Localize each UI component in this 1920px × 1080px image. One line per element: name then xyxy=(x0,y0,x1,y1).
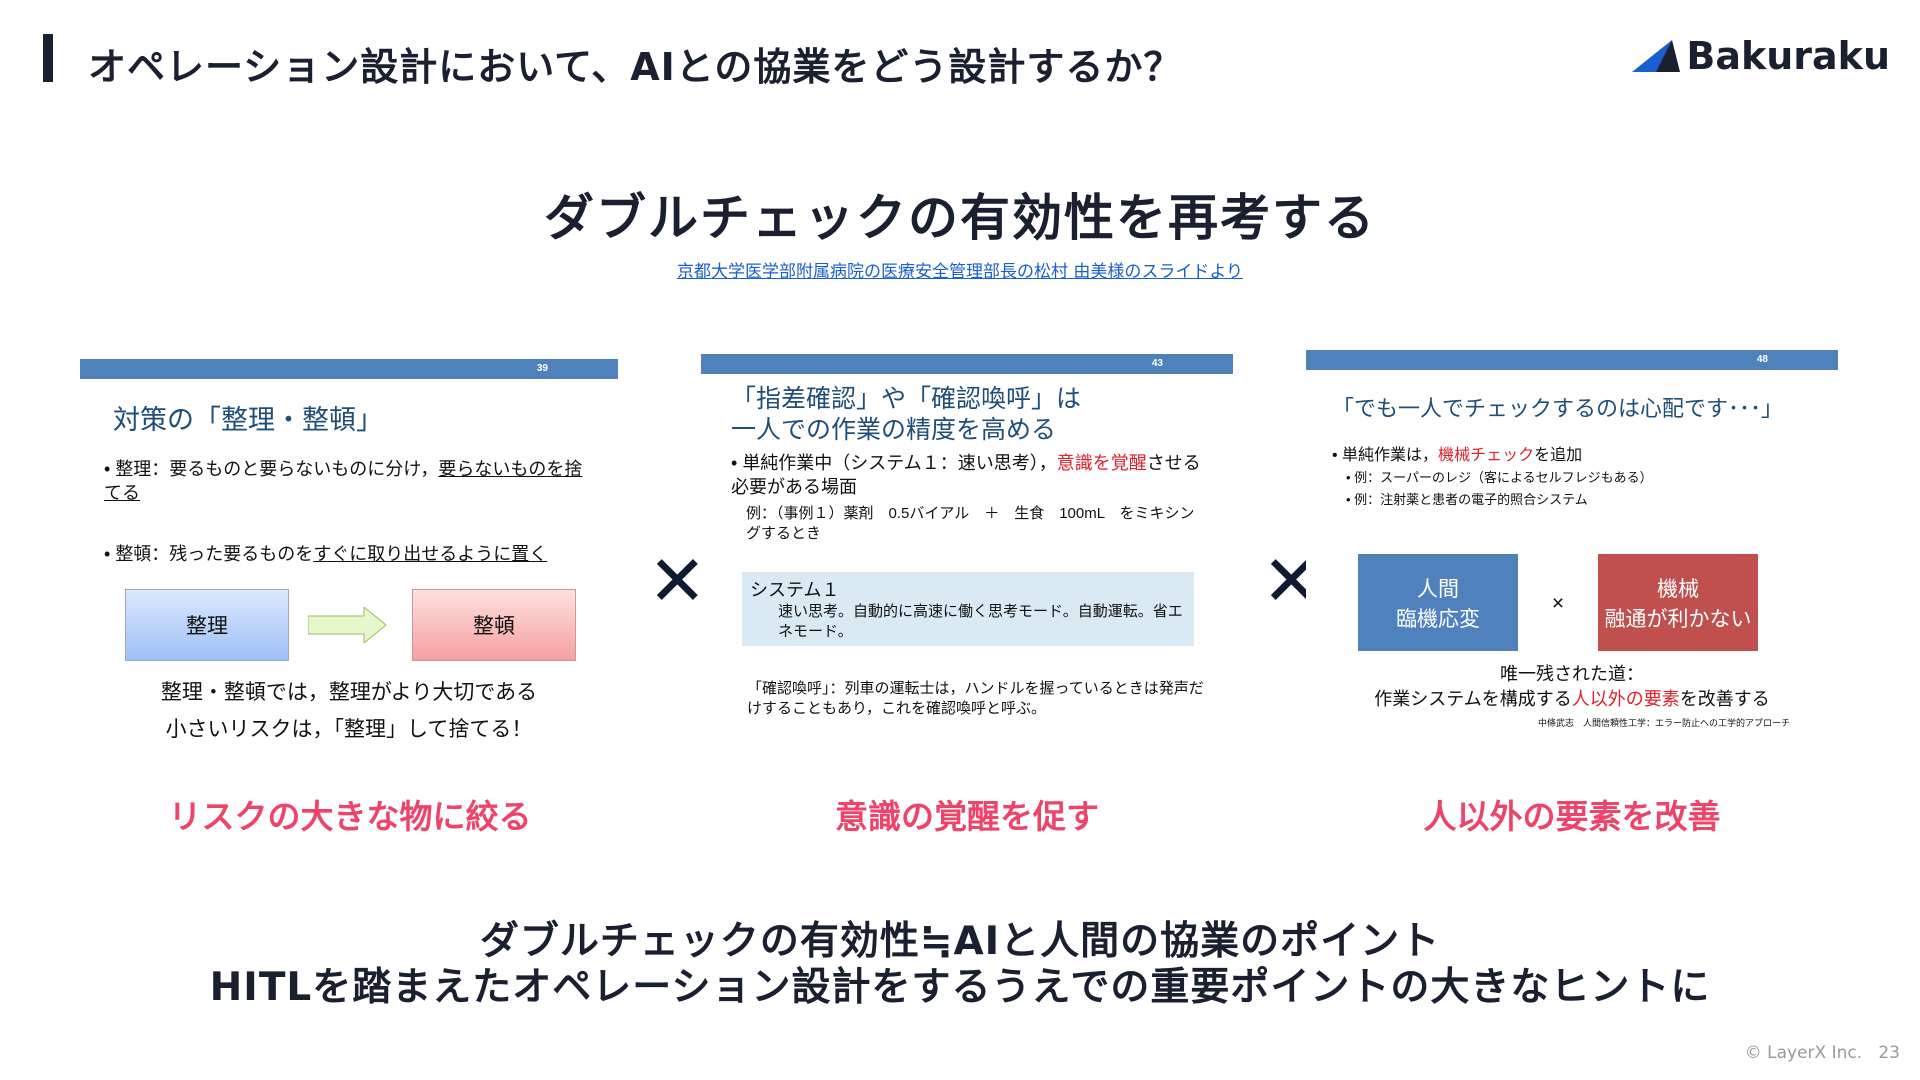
slide-title: 対策の「整理・整頓」 xyxy=(113,405,383,435)
slide-title: 「指差確認」や「確認喚呼」は 一人での作業の精度を高める xyxy=(731,385,1082,445)
slide-header-bar: 43 xyxy=(701,354,1233,374)
slide-conclusion-2: 小さいリスクは，「整理」して捨てる！ xyxy=(165,718,533,741)
box-seiri: 整理 xyxy=(125,589,289,661)
header-accent-bar xyxy=(43,34,53,82)
main-title: ダブルチェックの有効性を再考する xyxy=(544,189,1376,247)
box-human: 人間 臨機応変 xyxy=(1358,554,1518,651)
bullet-machine-check: • 単純作業は，機械チェックを追加 xyxy=(1332,447,1583,464)
slide-header-bar: 48 xyxy=(1306,350,1838,370)
point-label-3: 人以外の要素を改善 xyxy=(1423,797,1721,836)
summary-line-2: HITLを踏まえたオペレーション設計をするうえでの重要ポイントの大きなヒントに xyxy=(209,965,1711,1010)
slide-conclusion-1: 唯一残された道： xyxy=(1500,664,1644,684)
slide-48: 48 「でも一人でチェックするのは心配です･･･」 • 単純作業は，機械チェック… xyxy=(1306,350,1838,740)
bakuraku-logo: Bakuraku xyxy=(1632,34,1890,78)
right-arrow-icon xyxy=(308,607,387,643)
bullet-example: 例：（事例１）薬剤 0.5バイアル ＋ 生食 100mL をミキシングするとき xyxy=(746,505,1195,543)
page-number: 23 xyxy=(1878,1043,1900,1063)
slide-page-number: 48 xyxy=(1756,354,1768,365)
system1-box: システム１ 速い思考。自動的に高速に働く思考モード。自動運転。省エネモード。 xyxy=(742,572,1194,646)
slide-conclusion-1: 整理・整頓では，整理がより大切である xyxy=(160,681,538,704)
page-header-title: オペレーション設計において、AIとの協業をどう設計するか？ xyxy=(88,45,1183,89)
footer: © LayerX Inc. 23 xyxy=(1745,1043,1900,1063)
bullet-seiri: • 整理：要るものと要らないものに分け，要らないものを捨てる xyxy=(104,459,583,504)
slide-page-number: 43 xyxy=(1151,358,1163,369)
copyright: © LayerX Inc. xyxy=(1744,1043,1863,1063)
box-machine: 機械 融通が利かない xyxy=(1598,554,1758,651)
summary-line-1: ダブルチェックの有効性≒AIと人間の協業のポイント xyxy=(479,919,1441,964)
point-label-1: リスクの大きな物に絞る xyxy=(168,797,532,836)
times-sign: × xyxy=(1551,592,1565,615)
bullet-seiton: • 整頓：残った要るものをすぐに取り出せるように置く xyxy=(104,544,548,564)
multiply-icon: ✕ xyxy=(648,540,707,622)
slide-note: 「確認喚呼」：列車の運転士は，ハンドルを握っているときは発声だけすることもあり，… xyxy=(747,680,1204,718)
logo-mark-icon xyxy=(1632,40,1681,72)
bullet-example-1: • 例：スーパーのレジ（客によるセルフレジもある） xyxy=(1346,470,1653,485)
slide-43: 43 「指差確認」や「確認喚呼」は 一人での作業の精度を高める • 単純作業中（シ… xyxy=(701,354,1233,753)
slide-header-bar: 39 xyxy=(80,359,618,379)
box-seiton: 整頓 xyxy=(412,589,576,661)
slide-page-number: 39 xyxy=(536,363,548,374)
slide-39: 39 対策の「整理・整頓」 • 整理：要るものと要らないものに分け，要らないもの… xyxy=(80,359,618,751)
slide-conclusion-2: 作業システムを構成する人以外の要素を改善する xyxy=(1374,689,1770,709)
source-link[interactable]: 京都大学医学部附属病院の医療安全管理部長の松村 由美様のスライドより xyxy=(676,262,1244,282)
slide-title: 「でも一人でチェックするのは心配です･･･」 xyxy=(1332,396,1784,421)
point-label-2: 意識の覚醒を促す xyxy=(835,797,1099,836)
slide-citation: 中條武志 人間信頼性工学：エラー防止への工学的アプローチ xyxy=(1537,718,1790,728)
bullet-system1: • 単純作業中（システム１：速い思考），意識を覚醒させる必要がある場面 xyxy=(731,453,1201,498)
bullet-example-2: • 例：注射薬と患者の電子的照合システム xyxy=(1346,492,1588,507)
logo-text: Bakuraku xyxy=(1686,34,1890,78)
